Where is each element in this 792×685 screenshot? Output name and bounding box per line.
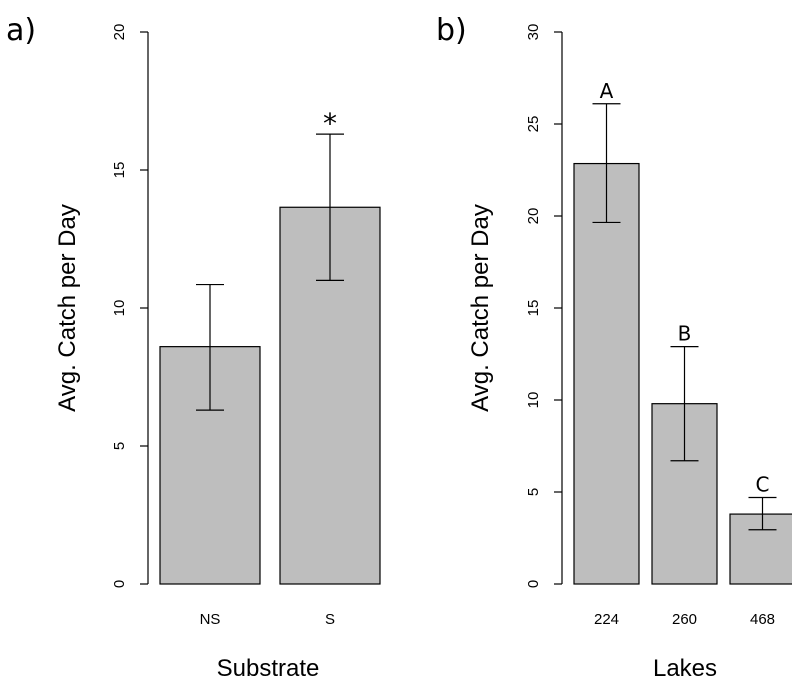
significance-label: B bbox=[678, 322, 692, 346]
x-category-label: NS bbox=[200, 611, 221, 628]
y-tick-label: 15 bbox=[111, 162, 128, 179]
y-tick-label: 10 bbox=[525, 392, 542, 409]
y-tick-label: 20 bbox=[525, 208, 542, 225]
x-category-label: 260 bbox=[672, 611, 697, 628]
y-tick-label: 20 bbox=[111, 24, 128, 41]
y-axis-title: Avg. Catch per Day bbox=[467, 204, 494, 412]
significance-label: A bbox=[600, 79, 614, 103]
y-tick-label: 5 bbox=[111, 442, 128, 450]
panel-a: a) 0 5 10 15 20 NS * S Substrate Avg. Catch per Da… bbox=[6, 13, 381, 682]
panel-tag: b) bbox=[436, 13, 467, 48]
y-tick-label: 0 bbox=[111, 580, 128, 588]
x-category-label: S bbox=[325, 611, 335, 628]
bar bbox=[729, 513, 792, 585]
x-category-label: 224 bbox=[594, 611, 619, 628]
y-tick-label: 30 bbox=[525, 24, 542, 41]
significance-label: * bbox=[323, 107, 337, 140]
y-tick-label: 5 bbox=[525, 488, 542, 496]
y-tick-label: 25 bbox=[525, 116, 542, 133]
y-tick-label: 0 bbox=[525, 580, 542, 588]
bar bbox=[573, 162, 640, 585]
y-tick-label: 10 bbox=[111, 300, 128, 317]
x-axis-title: Substrate bbox=[217, 655, 320, 682]
y-axis-title: Avg. Catch per Day bbox=[54, 204, 81, 412]
y-tick-label: 15 bbox=[525, 300, 542, 317]
panel-b: b) 0 5 10 15 20 25 30 A 224 B 260 C 468 Lakes Avg. Catc… bbox=[436, 13, 792, 682]
panel-tag: a) bbox=[6, 13, 36, 48]
significance-label: C bbox=[756, 473, 770, 497]
x-axis-title: Lakes bbox=[653, 655, 717, 682]
x-category-label: 468 bbox=[750, 611, 775, 628]
